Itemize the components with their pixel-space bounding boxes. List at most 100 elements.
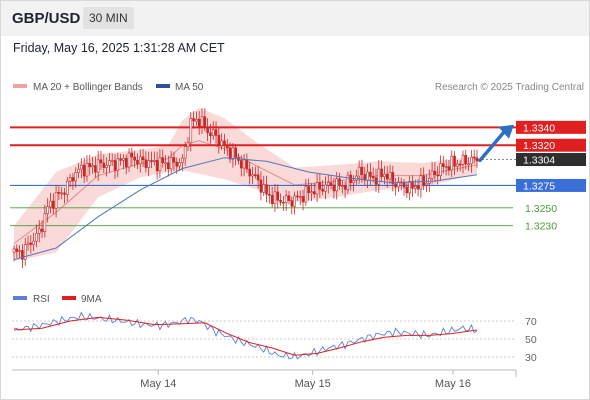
- rsi-tick-label: 50: [525, 334, 537, 346]
- candle-body: [124, 157, 128, 168]
- candle-body: [411, 181, 414, 189]
- candle-body: [155, 160, 159, 172]
- candle-body: [290, 200, 294, 207]
- candle-body: [447, 166, 451, 171]
- candle-body: [60, 192, 64, 195]
- candle-body: [122, 157, 125, 161]
- candle-body: [110, 160, 114, 162]
- candle-body: [164, 162, 167, 165]
- candle-body: [32, 240, 35, 245]
- candle-body: [18, 250, 21, 252]
- candle-body: [433, 170, 437, 176]
- candle-body: [88, 163, 92, 168]
- candle-body: [220, 140, 223, 146]
- candle-body: [116, 158, 120, 171]
- candle-body: [12, 248, 16, 253]
- candle-body: [284, 195, 288, 203]
- rsi-ma9-line: [13, 316, 478, 356]
- candle-body: [51, 200, 55, 209]
- projection-arrow-head: [498, 124, 514, 139]
- candle-body: [54, 191, 58, 209]
- candle-body: [324, 184, 327, 192]
- candle-body: [453, 155, 456, 167]
- x-tick-label: May 15: [295, 378, 331, 390]
- candle-body: [37, 228, 41, 234]
- candle-body: [231, 147, 235, 160]
- timeframe-button[interactable]: 30 MIN: [83, 7, 134, 29]
- candle-body: [352, 180, 355, 184]
- candle-body: [245, 159, 249, 170]
- candle-body: [217, 135, 221, 146]
- bollinger-band: [14, 107, 477, 262]
- candle-body: [178, 162, 181, 167]
- candle-body: [425, 183, 428, 186]
- candle-body: [144, 159, 148, 168]
- candle-body: [228, 147, 232, 160]
- candle-body: [470, 156, 473, 165]
- candle-body: [23, 244, 27, 260]
- copyright-label: Research © 2025 Trading Central: [435, 82, 584, 93]
- candle-body: [341, 185, 344, 187]
- candle-body: [265, 184, 268, 195]
- candle-body: [49, 200, 52, 208]
- level-label-bg: [516, 178, 586, 192]
- level-price-label: 1.3320: [523, 140, 555, 152]
- candle-body: [29, 242, 33, 245]
- candle-body: [161, 157, 165, 164]
- candle-body: [472, 156, 476, 159]
- candle-body: [262, 184, 266, 193]
- candle-body: [369, 171, 372, 177]
- level-price-label: 1.3275: [523, 180, 555, 192]
- candle-body: [211, 129, 215, 136]
- candle-body: [133, 156, 136, 161]
- candle-body: [273, 191, 277, 204]
- candle-body: [94, 165, 97, 173]
- instrument-title: GBP/USD: [12, 10, 81, 27]
- candle-body: [71, 177, 75, 182]
- x-tick-label: May 14: [140, 378, 176, 390]
- candle-body: [66, 180, 69, 195]
- candle-body: [91, 165, 94, 168]
- candle-body: [57, 191, 61, 194]
- candle-body: [349, 174, 353, 184]
- candle-body: [46, 206, 49, 214]
- candle-body: [338, 178, 341, 186]
- candle-body: [475, 157, 479, 162]
- candle-body: [442, 163, 445, 167]
- candle-body: [467, 163, 470, 166]
- candle-body: [239, 160, 243, 169]
- candle-body: [276, 191, 280, 201]
- candle-body: [329, 182, 333, 186]
- candle-body: [189, 118, 193, 144]
- candle-body: [464, 154, 468, 165]
- candle-body: [96, 159, 100, 173]
- candle-body: [416, 186, 420, 190]
- rsi-line: [13, 311, 478, 360]
- candle-body: [203, 116, 207, 128]
- candle-body: [82, 164, 86, 177]
- candle-body: [141, 156, 145, 161]
- candle-body: [167, 162, 170, 170]
- candle-body: [377, 168, 381, 185]
- candle-body: [430, 170, 434, 179]
- candle-body: [136, 159, 139, 165]
- candle-body: [40, 228, 44, 232]
- ma50-legend-label: MA 50: [175, 82, 204, 93]
- candle-body: [175, 161, 179, 167]
- candle-body: [119, 158, 122, 161]
- candle-body: [105, 165, 108, 168]
- candle-body: [444, 166, 448, 168]
- candle-body: [458, 163, 462, 166]
- candle-body: [270, 195, 274, 204]
- candle-body: [388, 172, 392, 180]
- candle-body: [461, 154, 465, 165]
- candle-body: [197, 118, 201, 127]
- candle-body: [307, 186, 310, 194]
- candle-body: [186, 142, 190, 147]
- candle-body: [405, 186, 409, 194]
- datetime-label: Friday, May 16, 2025 1:31:28 AM CET: [13, 41, 225, 55]
- candle-body: [256, 174, 260, 181]
- candle-body: [209, 132, 212, 136]
- ma50-line: [13, 157, 478, 261]
- candle-body: [282, 201, 285, 204]
